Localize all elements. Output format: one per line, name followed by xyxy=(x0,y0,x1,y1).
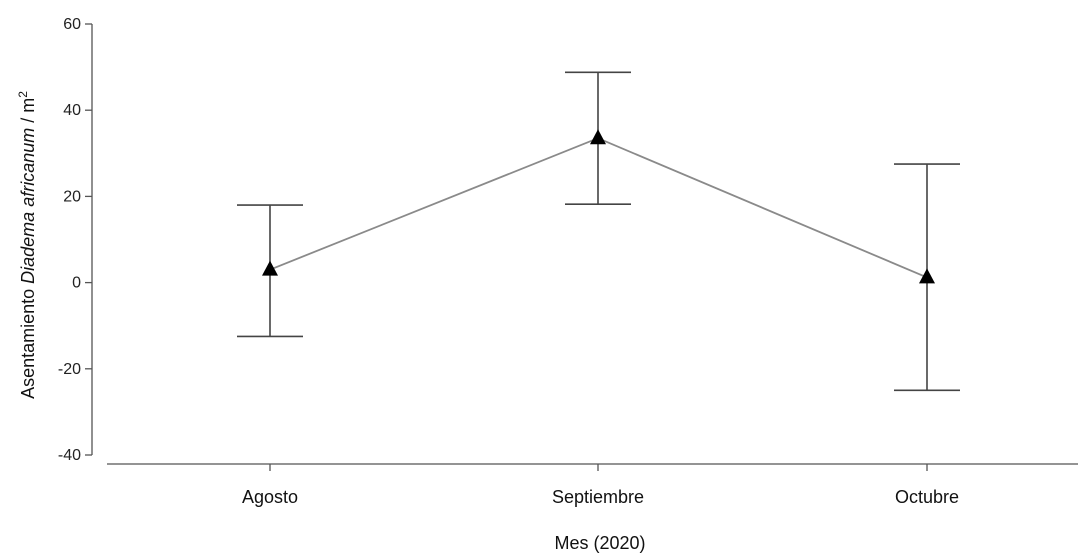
error-bars xyxy=(237,71,960,392)
y-tick-label: 60 xyxy=(63,16,81,33)
x-axis-title: Mes (2020) xyxy=(554,533,645,553)
data-point-marker xyxy=(590,129,606,145)
y-tick-label: 40 xyxy=(63,102,81,119)
x-ticks: Agosto Septiembre Octubre xyxy=(242,464,959,507)
y-axis-title-part-1: Asentamiento xyxy=(18,284,38,399)
markers xyxy=(262,129,935,284)
y-ticks: 60 40 20 0 -20 -40 xyxy=(58,16,92,464)
y-axis-title-superscript: 2 xyxy=(16,91,30,98)
data-point-marker xyxy=(262,260,278,276)
y-axis-title: Asentamiento Diadema africanum / m2 xyxy=(16,91,38,399)
y-tick-label: -40 xyxy=(58,447,81,464)
x-tick-label: Septiembre xyxy=(552,487,644,507)
y-tick-label: 0 xyxy=(72,275,81,292)
x-tick-label: Agosto xyxy=(242,487,298,507)
y-axis-title-part-3: / m xyxy=(18,98,38,128)
data-point-marker xyxy=(919,268,935,284)
axes xyxy=(91,24,1078,465)
y-axis-title-part-2: Diadema africanum xyxy=(18,128,38,284)
y-tick-label: 20 xyxy=(63,188,81,205)
x-tick-label: Octubre xyxy=(895,487,959,507)
y-tick-label: -20 xyxy=(58,361,81,378)
